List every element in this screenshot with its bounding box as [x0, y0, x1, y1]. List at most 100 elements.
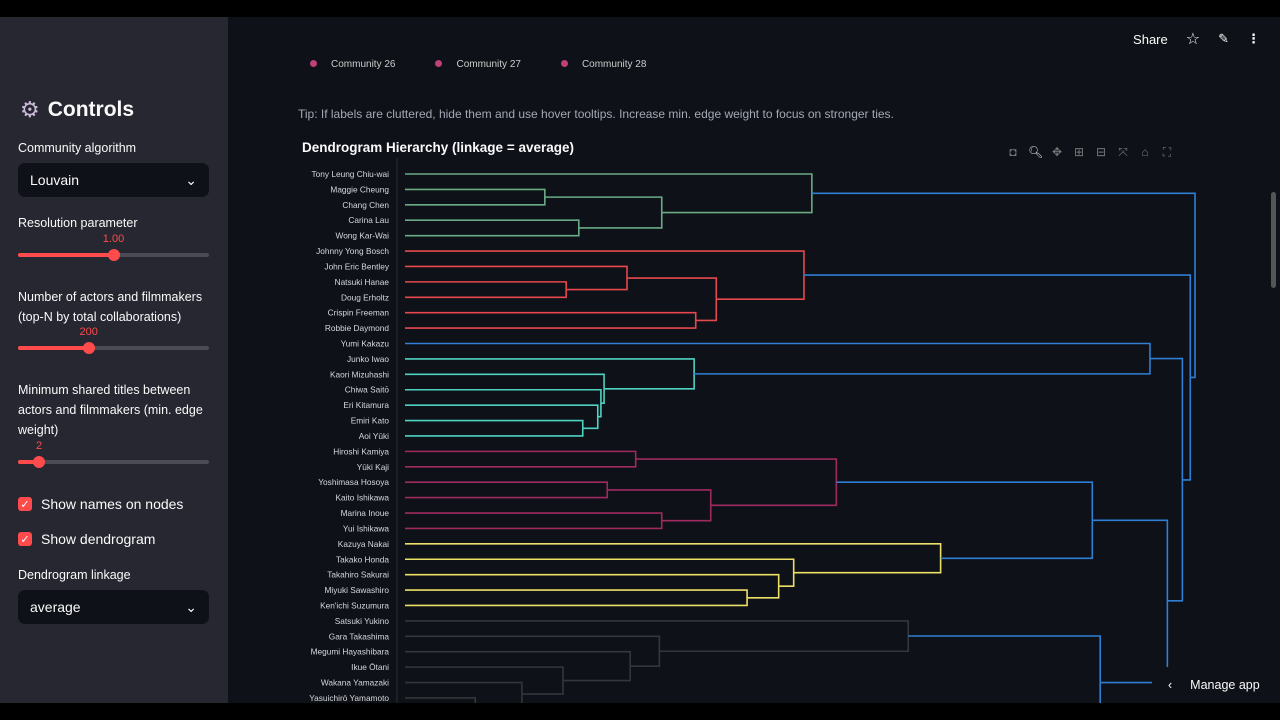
- check-icon: ✓: [18, 497, 32, 511]
- dendrogram-link[interactable]: [405, 388, 602, 418]
- dendrogram-link[interactable]: [405, 419, 584, 437]
- gear-icon: ⚙: [20, 97, 40, 122]
- leaf-label: Gara Takashima: [329, 631, 390, 641]
- leaf-label: Megumi Hayashibara: [311, 647, 390, 657]
- slider-thumb[interactable]: [107, 249, 120, 261]
- linkage-label: Dendrogram linkage: [18, 568, 131, 582]
- manage-app-button[interactable]: ‹ Manage app: [1152, 667, 1280, 703]
- zoom-in-icon[interactable]: ⊞: [1073, 145, 1085, 159]
- leaf-label: Johnny Yong Bosch: [316, 246, 389, 256]
- dendrogram-link[interactable]: [405, 404, 599, 430]
- leaf-label: Kaori Mizuhashi: [330, 369, 389, 379]
- tip-text: Tip: If labels are cluttered, hide them …: [298, 107, 894, 121]
- dendrogram-link[interactable]: [405, 281, 567, 299]
- dendrogram-link[interactable]: [544, 196, 663, 229]
- dendrogram-link[interactable]: [811, 192, 1196, 379]
- dendrogram-link[interactable]: [607, 489, 712, 522]
- topn-label: Number of actors and filmmakers (top-N b…: [18, 290, 203, 324]
- dendrogram-link[interactable]: [405, 311, 697, 329]
- leaf-label: Carina Lau: [348, 215, 389, 225]
- minedge-label: Minimum shared titles between actors and…: [18, 383, 203, 437]
- camera-icon[interactable]: ◘: [1009, 145, 1017, 159]
- resolution-value: 1.00: [102, 233, 125, 245]
- app-frame: Tony Leung Chiu-wai Maggie Cheung Chang Ch…: [0, 17, 1280, 703]
- leaf-label: Wong Kar-Wai: [336, 231, 390, 241]
- legend-item[interactable]: Community 27: [435, 59, 521, 70]
- share-button[interactable]: Share: [1133, 31, 1168, 47]
- leaf-label: Yoshimasa Hosoya: [318, 477, 389, 487]
- dendrogram-link[interactable]: [405, 188, 546, 206]
- dendrogram-link[interactable]: [405, 250, 805, 301]
- plot-modebar: ◘ 🔍︎ ✥ ⊞ ⊟ ⤧ ⌂ ⛶: [1006, 145, 1174, 160]
- topn-value: 200: [79, 326, 98, 338]
- dendrogram-link[interactable]: [803, 274, 1192, 481]
- leaf-label: Aoi Yūki: [359, 431, 389, 441]
- minedge-value: 2: [35, 440, 43, 452]
- algorithm-value: Louvain: [30, 172, 80, 188]
- leaf-label: Eri Kitamura: [343, 400, 389, 410]
- fullscreen-icon[interactable]: ⛶: [1162, 145, 1172, 159]
- slider-thumb[interactable]: [82, 342, 95, 354]
- leaf-label: Yasuichirō Yamamoto: [309, 693, 389, 703]
- dendrogram-link[interactable]: [405, 373, 605, 405]
- leaf-label: Chang Chen: [342, 200, 389, 210]
- dendrogram-link[interactable]: [642, 635, 1101, 703]
- leaf-label: Chiwa Saitō: [345, 385, 390, 395]
- dendrogram-link[interactable]: [405, 650, 631, 682]
- slider-thumb[interactable]: [33, 456, 45, 468]
- check-icon: ✓: [18, 532, 32, 546]
- leaf-label: Miyuki Sawashiro: [324, 585, 389, 595]
- community-legend: Community 26 Community 27 Community 28: [310, 59, 646, 70]
- legend-item[interactable]: Community 26: [310, 59, 395, 70]
- leaf-label: Doug Erholtz: [341, 292, 389, 302]
- edit-icon[interactable]: ✎: [1218, 31, 1229, 46]
- autoscale-icon[interactable]: ⤧: [1118, 145, 1128, 159]
- dendrogram-link[interactable]: [405, 512, 663, 530]
- zoom-icon[interactable]: 🔍︎: [1028, 145, 1044, 159]
- home-icon[interactable]: ⌂: [1141, 145, 1149, 159]
- resolution-slider[interactable]: 1.00: [18, 233, 209, 261]
- show-dendrogram-checkbox[interactable]: ✓ Show dendrogram: [18, 531, 155, 547]
- dendrogram-link[interactable]: [405, 481, 609, 499]
- chevron-down-icon: ⌄: [185, 171, 197, 188]
- leaf-label: Yumi Kakazu: [341, 339, 390, 349]
- scrollbar[interactable]: [1271, 192, 1276, 288]
- dendrogram-link[interactable]: [1092, 519, 1169, 684]
- dendrogram-link[interactable]: [405, 573, 780, 599]
- sidebar: ⚙ Controls Community algorithm Louvain ⌄ …: [0, 17, 228, 703]
- star-icon[interactable]: ☆: [1185, 31, 1201, 48]
- show-names-checkbox[interactable]: ✓ Show names on nodes: [18, 496, 183, 512]
- dendrogram-link[interactable]: [405, 543, 942, 574]
- topn-slider[interactable]: 200: [18, 326, 209, 354]
- dendrogram-link[interactable]: [626, 277, 718, 322]
- leaf-label: Kaito Ishikawa: [336, 493, 390, 503]
- dendrogram-link[interactable]: [405, 666, 564, 695]
- dendrogram-link[interactable]: [405, 681, 523, 703]
- dendrogram-link[interactable]: [836, 481, 1094, 560]
- dendrogram-link[interactable]: [405, 450, 637, 468]
- leaf-label: Ikue Ōtani: [351, 662, 389, 672]
- leaf-label: Emiri Kato: [351, 416, 390, 426]
- leaf-label: Ken'ichi Suzumura: [320, 600, 389, 610]
- chart-title: Dendrogram Hierarchy (linkage = average): [302, 140, 574, 155]
- sidebar-title: ⚙ Controls: [20, 97, 134, 123]
- more-menu-icon[interactable]: ⋮: [1247, 31, 1260, 46]
- algorithm-label: Community algorithm: [18, 141, 137, 155]
- chevron-left-icon: ‹: [1168, 678, 1173, 692]
- zoom-out-icon[interactable]: ⊟: [1095, 145, 1107, 159]
- dendrogram-link[interactable]: [635, 458, 838, 507]
- pan-icon[interactable]: ✥: [1051, 145, 1063, 159]
- linkage-select[interactable]: average ⌄: [18, 590, 209, 624]
- minedge-slider[interactable]: 2: [18, 440, 209, 468]
- linkage-value: average: [30, 599, 81, 615]
- dendrogram-link[interactable]: [1149, 357, 1184, 602]
- dendrogram-link[interactable]: [405, 697, 477, 703]
- dendrogram-link[interactable]: [405, 589, 748, 607]
- algorithm-select[interactable]: Louvain ⌄: [18, 163, 209, 197]
- legend-item[interactable]: Community 28: [560, 59, 646, 70]
- dendrogram-link[interactable]: [405, 265, 628, 291]
- dendrogram-link[interactable]: [405, 558, 795, 588]
- dendrogram-link[interactable]: [405, 173, 813, 214]
- show-names-label: Show names on nodes: [41, 496, 184, 512]
- dendrogram-link[interactable]: [405, 219, 580, 237]
